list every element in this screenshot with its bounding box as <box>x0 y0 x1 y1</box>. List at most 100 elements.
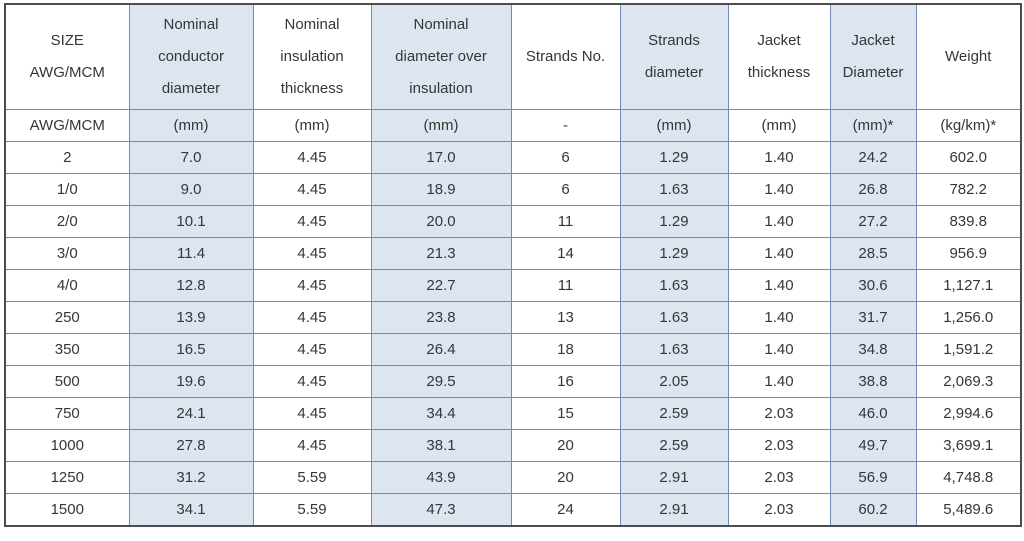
table-cell: 1.40 <box>727 141 831 174</box>
table-cell: 350 <box>4 333 130 366</box>
unit-cell: (mm) <box>619 109 729 142</box>
table-cell: 26.8 <box>829 173 917 206</box>
table-row: 4/0 12.8 4.45 22.7 11 1.63 1.40 30.6 1,127.1 <box>4 269 1022 302</box>
table-cell: 1,127.1 <box>915 269 1022 302</box>
table-cell: 14 <box>510 237 621 270</box>
table-cell: 27.2 <box>829 205 917 238</box>
table-cell: 29.5 <box>370 365 512 398</box>
table-cell: 2.03 <box>727 429 831 462</box>
table-cell: 11 <box>510 205 621 238</box>
table-cell: 16.5 <box>128 333 254 366</box>
table-cell: 3,699.1 <box>915 429 1022 462</box>
table-cell: 23.8 <box>370 301 512 334</box>
table-cell: 839.8 <box>915 205 1022 238</box>
unit-cell: (mm) <box>727 109 831 142</box>
table-cell: 1.40 <box>727 365 831 398</box>
table-cell: 1.63 <box>619 173 729 206</box>
table-cell: 11.4 <box>128 237 254 270</box>
header-cell: Strands diameter <box>619 3 729 110</box>
table-cell: 1.40 <box>727 205 831 238</box>
header-cell: Nominal conductor diameter <box>128 3 254 110</box>
table-cell: 24.1 <box>128 397 254 430</box>
table-cell: 18.9 <box>370 173 512 206</box>
table-cell: 500 <box>4 365 130 398</box>
table-cell: 31.2 <box>128 461 254 494</box>
table-cell: 2,069.3 <box>915 365 1022 398</box>
table-cell: 1.29 <box>619 205 729 238</box>
table-cell: 17.0 <box>370 141 512 174</box>
header-cell: Jacket thickness <box>727 3 831 110</box>
table-cell: 1.63 <box>619 269 729 302</box>
table-cell: 782.2 <box>915 173 1022 206</box>
table-cell: 60.2 <box>829 493 917 527</box>
table-cell: 6 <box>510 173 621 206</box>
table-row: 2/0 10.1 4.45 20.0 11 1.29 1.40 27.2 839.8 <box>4 205 1022 238</box>
header-row: SIZE AWG/MCM Nominal conductor diameter No… <box>4 3 1022 110</box>
table-cell: 2 <box>4 141 130 174</box>
table-cell: 7.0 <box>128 141 254 174</box>
spec-table: SIZE AWG/MCM Nominal conductor diameter No… <box>4 3 1022 527</box>
table-row: 1500 34.1 5.59 47.3 24 2.91 2.03 60.2 5,489.6 <box>4 493 1022 527</box>
spec-table-body: 2 7.0 4.45 17.0 6 1.29 1.40 24.2 602.0 1/0 9.0 4.45… <box>4 141 1022 527</box>
unit-cell: (mm) <box>370 109 512 142</box>
header-cell: Nominal insulation thickness <box>252 3 372 110</box>
header-cell: Weight <box>915 3 1022 110</box>
table-cell: 27.8 <box>128 429 254 462</box>
table-cell: 1,591.2 <box>915 333 1022 366</box>
table-cell: 4.45 <box>252 365 372 398</box>
table-cell: 10.1 <box>128 205 254 238</box>
table-cell: 2.59 <box>619 397 729 430</box>
table-cell: 20 <box>510 461 621 494</box>
table-cell: 5.59 <box>252 461 372 494</box>
table-cell: 956.9 <box>915 237 1022 270</box>
table-cell: 2.03 <box>727 493 831 527</box>
unit-cell: (mm) <box>128 109 254 142</box>
table-cell: 31.7 <box>829 301 917 334</box>
table-row: 1000 27.8 4.45 38.1 20 2.59 2.03 49.7 3,699.1 <box>4 429 1022 462</box>
table-cell: 16 <box>510 365 621 398</box>
table-cell: 1,256.0 <box>915 301 1022 334</box>
table-cell: 46.0 <box>829 397 917 430</box>
table-cell: 5,489.6 <box>915 493 1022 527</box>
table-cell: 15 <box>510 397 621 430</box>
table-cell: 1500 <box>4 493 130 527</box>
table-cell: 4.45 <box>252 269 372 302</box>
table-cell: 2.05 <box>619 365 729 398</box>
table-cell: 602.0 <box>915 141 1022 174</box>
table-cell: 2/0 <box>4 205 130 238</box>
table-cell: 2.03 <box>727 397 831 430</box>
table-cell: 38.8 <box>829 365 917 398</box>
table-cell: 4.45 <box>252 429 372 462</box>
table-cell: 1.40 <box>727 269 831 302</box>
table-cell: 4.45 <box>252 237 372 270</box>
table-cell: 4.45 <box>252 205 372 238</box>
table-cell: 4.45 <box>252 397 372 430</box>
table-cell: 34.1 <box>128 493 254 527</box>
table-cell: 28.5 <box>829 237 917 270</box>
table-cell: 4.45 <box>252 333 372 366</box>
table-row: 1250 31.2 5.59 43.9 20 2.91 2.03 56.9 4,748.8 <box>4 461 1022 494</box>
table-cell: 2,994.6 <box>915 397 1022 430</box>
table-cell: 20 <box>510 429 621 462</box>
table-cell: 13 <box>510 301 621 334</box>
table-cell: 4,748.8 <box>915 461 1022 494</box>
table-cell: 26.4 <box>370 333 512 366</box>
unit-cell: (kg/km)* <box>915 109 1022 142</box>
table-cell: 2.91 <box>619 493 729 527</box>
table-cell: 18 <box>510 333 621 366</box>
table-cell: 2.91 <box>619 461 729 494</box>
table-cell: 34.4 <box>370 397 512 430</box>
unit-cell: (mm)* <box>829 109 917 142</box>
table-cell: 1/0 <box>4 173 130 206</box>
table-cell: 3/0 <box>4 237 130 270</box>
table-cell: 11 <box>510 269 621 302</box>
table-cell: 13.9 <box>128 301 254 334</box>
table-cell: 38.1 <box>370 429 512 462</box>
table-cell: 9.0 <box>128 173 254 206</box>
table-cell: 56.9 <box>829 461 917 494</box>
table-cell: 49.7 <box>829 429 917 462</box>
table-cell: 1.63 <box>619 301 729 334</box>
table-cell: 1.63 <box>619 333 729 366</box>
table-cell: 5.59 <box>252 493 372 527</box>
